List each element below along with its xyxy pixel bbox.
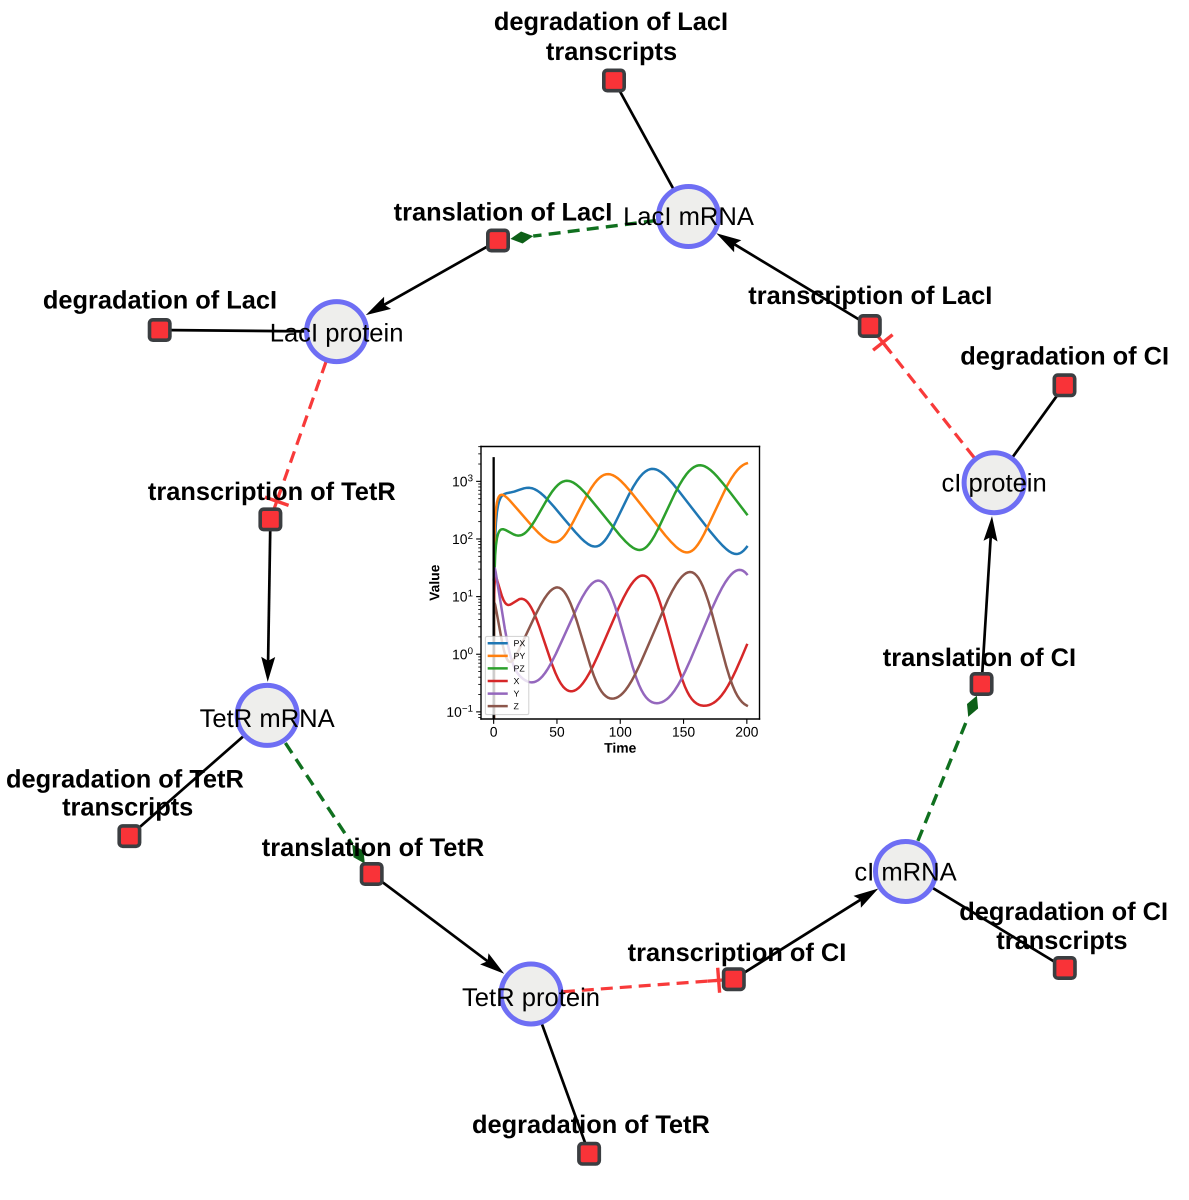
svg-text:cI mRNA: cI mRNA <box>854 859 957 887</box>
svg-text:TetR protein: TetR protein <box>462 984 600 1012</box>
svg-text:LacI protein: LacI protein <box>270 320 404 348</box>
svg-text:transcription of TetR: transcription of TetR <box>148 478 396 506</box>
svg-text:translation of TetR: translation of TetR <box>262 834 484 862</box>
svg-text:translation of CI: translation of CI <box>883 644 1076 672</box>
svg-text:degradation of TetR: degradation of TetR <box>6 766 244 794</box>
svg-text:degradation of TetR: degradation of TetR <box>472 1111 710 1139</box>
svg-text:degradation of CI: degradation of CI <box>960 343 1169 371</box>
svg-text:degradation of LacI: degradation of LacI <box>43 286 277 314</box>
svg-text:translation of LacI: translation of LacI <box>394 199 613 227</box>
svg-text:degradation of CI: degradation of CI <box>959 898 1168 926</box>
svg-text:transcription of LacI: transcription of LacI <box>748 282 992 310</box>
svg-text:transcripts: transcripts <box>996 927 1127 955</box>
svg-text:transcripts: transcripts <box>62 794 193 822</box>
svg-text:transcription of CI: transcription of CI <box>628 939 847 967</box>
svg-text:LacI mRNA: LacI mRNA <box>623 203 755 231</box>
svg-text:cI protein: cI protein <box>941 470 1046 498</box>
svg-text:degradation of LacI: degradation of LacI <box>494 8 728 36</box>
svg-text:transcripts: transcripts <box>546 38 677 66</box>
svg-text:TetR mRNA: TetR mRNA <box>200 705 336 733</box>
